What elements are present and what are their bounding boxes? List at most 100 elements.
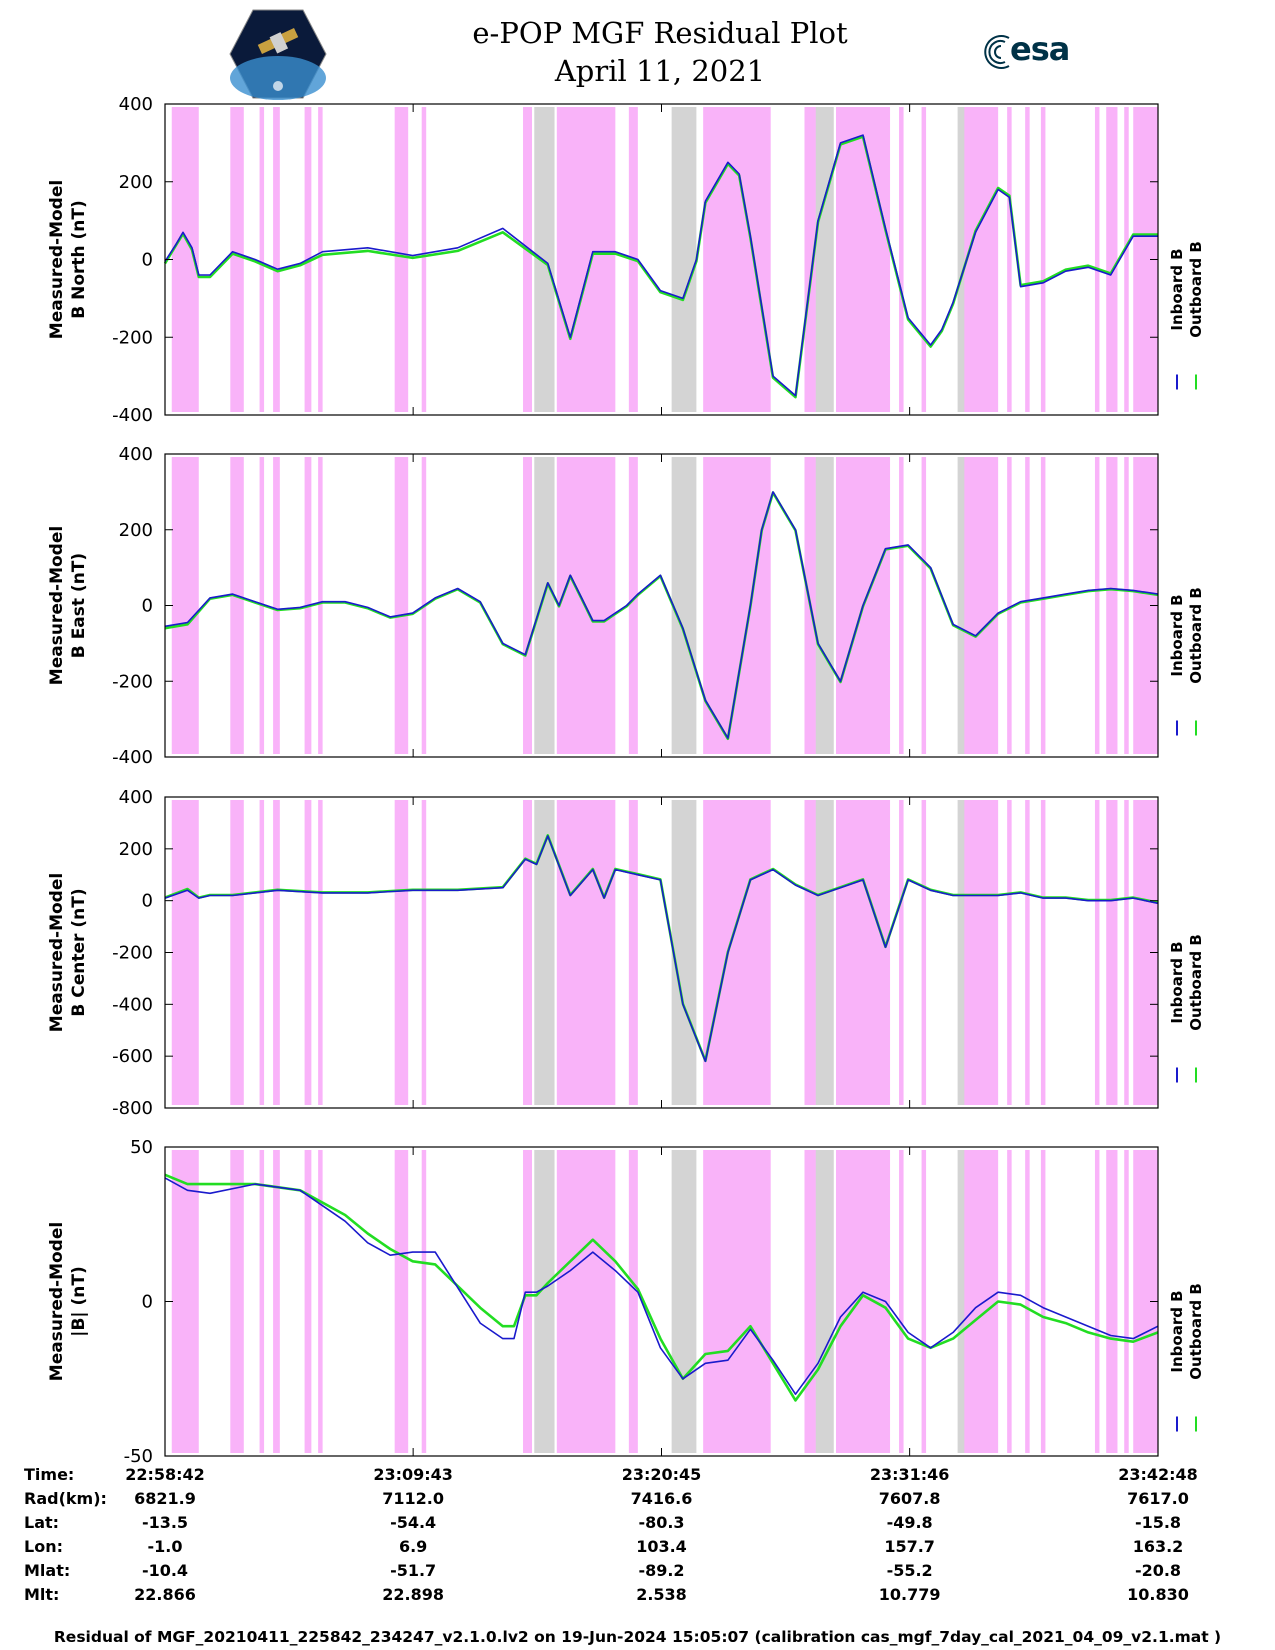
pink-region (259, 1150, 265, 1453)
inboard-series-line (164, 1177, 1159, 1395)
pink-region (421, 800, 427, 1105)
pink-region (703, 800, 771, 1105)
panel-2: 400 200 0 -200 -400 Measured-Model B East (nT)… (47, 444, 1205, 768)
pink-region (1106, 457, 1118, 754)
info-row-label: Mlt: (24, 1585, 59, 1604)
pink-region (1094, 1150, 1100, 1453)
y-tick-label: 50 (130, 1137, 153, 1158)
gray-region (534, 457, 555, 754)
pink-region (836, 107, 891, 412)
info-row-value: -54.4 (390, 1513, 436, 1532)
pink-region (703, 457, 771, 754)
pink-region (899, 457, 904, 754)
pink-region (1106, 800, 1118, 1105)
pink-region (171, 457, 199, 754)
gray-region (534, 800, 555, 1105)
pink-region (921, 1150, 927, 1453)
gray-region (957, 107, 965, 412)
y-tick-label: 0 (142, 250, 153, 271)
info-row-value: 22.866 (134, 1585, 196, 1604)
info-row-value: -1.0 (148, 1537, 183, 1556)
pink-region (1124, 800, 1129, 1105)
info-row-value: -80.3 (638, 1513, 684, 1532)
pink-region (171, 800, 199, 1105)
pink-region (921, 457, 927, 754)
panel-3: 400 200 0 -200 -400 -600 -800 Measured-Model B C… (47, 787, 1205, 1119)
pink-region (421, 107, 427, 412)
pink-region (628, 457, 638, 754)
info-row-value: -55.2 (887, 1561, 933, 1580)
legend-outboard-label: Outboard B (1187, 1283, 1205, 1380)
pink-region (230, 800, 244, 1105)
y-tick-label: -200 (112, 943, 153, 964)
gray-region (957, 457, 965, 754)
pink-region (921, 800, 927, 1105)
gray-region (815, 800, 834, 1105)
pink-region (1007, 457, 1012, 754)
title-line-2: April 11, 2021 (554, 54, 766, 88)
info-row-label: Lon: (24, 1537, 63, 1556)
inboard-series-line (164, 134, 1158, 397)
legend-inboard-label: Inboard B (1168, 594, 1186, 676)
pink-region (1106, 107, 1118, 412)
pink-region (394, 1150, 409, 1453)
pink-region (230, 457, 244, 754)
gray-region (815, 107, 834, 412)
gray-region (957, 800, 965, 1105)
info-row-value: 7112.0 (382, 1489, 444, 1508)
info-row-value: 22:58:42 (125, 1465, 205, 1484)
inboard-series-line (164, 491, 1159, 739)
legend-outboard-label: Outboard B (1187, 587, 1205, 684)
pink-region (394, 457, 409, 754)
y-tick-label: 400 (119, 94, 153, 115)
info-row-label: Time: (24, 1465, 74, 1484)
info-row-label: Mlat: (24, 1561, 70, 1580)
pink-region (171, 1150, 199, 1453)
y-axis-label: Measured-Model B North (nT) (47, 180, 89, 339)
y-tick-label: 0 (142, 596, 153, 617)
info-row-label: Rad(km): (24, 1489, 107, 1508)
pink-region (230, 1150, 244, 1453)
pink-region (1025, 107, 1030, 412)
pink-region (1094, 457, 1100, 754)
pink-region (1040, 107, 1046, 412)
info-row-value: 23:42:48 (1118, 1465, 1198, 1484)
pink-region (628, 1150, 638, 1453)
legend-inboard-label: Inboard B (1168, 248, 1186, 330)
pink-region (1124, 107, 1129, 412)
y-tick-label: -400 (112, 994, 153, 1015)
y-tick-label: -400 (112, 405, 153, 426)
footer-caption: Residual of MGF_20210411_225842_234247_v… (53, 1628, 1222, 1646)
y-tick-label: 400 (119, 787, 153, 808)
pink-region (836, 1150, 891, 1453)
pink-region (259, 107, 265, 412)
legend-outboard-label: Outboard B (1187, 934, 1205, 1031)
gray-region (671, 800, 697, 1105)
y-tick-label: 200 (119, 520, 153, 541)
pink-region (421, 1150, 427, 1453)
pink-region (836, 800, 891, 1105)
y-tick-label: -200 (112, 327, 153, 348)
gray-region (534, 107, 555, 412)
y-tick-label: 0 (142, 891, 153, 912)
pink-region (304, 1150, 312, 1453)
y-tick-label: 200 (119, 839, 153, 860)
gray-region (815, 457, 834, 754)
pink-region (523, 107, 533, 412)
pink-region (318, 800, 323, 1105)
pink-region (959, 457, 999, 754)
pink-region (230, 107, 244, 412)
pink-region (959, 1150, 999, 1453)
pink-region (273, 107, 280, 412)
pink-region (1025, 457, 1030, 754)
pink-region (1007, 800, 1012, 1105)
pink-region (1124, 457, 1129, 754)
inboard-series-line (164, 835, 1159, 1063)
info-row-value: 23:20:45 (622, 1465, 702, 1484)
info-row-value: 163.2 (1133, 1537, 1184, 1556)
info-row-value: 23:31:46 (870, 1465, 950, 1484)
info-row-value: -51.7 (390, 1561, 436, 1580)
legend: Inboard B Outboard B (1168, 934, 1205, 1083)
pink-region (959, 800, 999, 1105)
